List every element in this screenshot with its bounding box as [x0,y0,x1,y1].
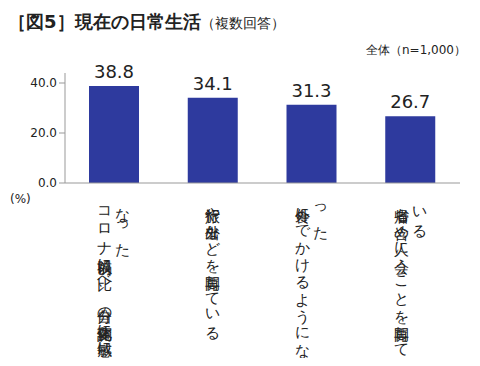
svg-text:20.0: 20.0 [30,126,57,140]
html-text:［図5］現在の日常生活（複数回答）: ［図5］現在の日常生活（複数回答） [8,11,285,32]
html-text:外食にでかけるようになった: 外食にでかけるようになった [293,197,330,350]
svg-text:0.0: 0.0 [38,176,57,190]
svg-text:31.3: 31.3 [291,80,331,101]
svg-text:26.7: 26.7 [390,91,430,112]
svg-text:38.8: 38.8 [94,61,134,82]
svg-text:34.1: 34.1 [193,73,233,94]
html-text:帰省も含め人に会うことを再開している: 帰省も含め人に会うことを再開している [392,197,429,350]
html-text:コロナ禍以前に比べ、自分の体調変化に敏感になった: コロナ禍以前に比べ、自分の体調変化に敏感になった [96,197,133,348]
html-text:全体（n=1,000）: 全体（n=1,000） [366,43,466,57]
svg-text:40.0: 40.0 [30,76,57,90]
html-text:旅行や外出などを再開している: 旅行や外出などを再開している [204,197,223,333]
